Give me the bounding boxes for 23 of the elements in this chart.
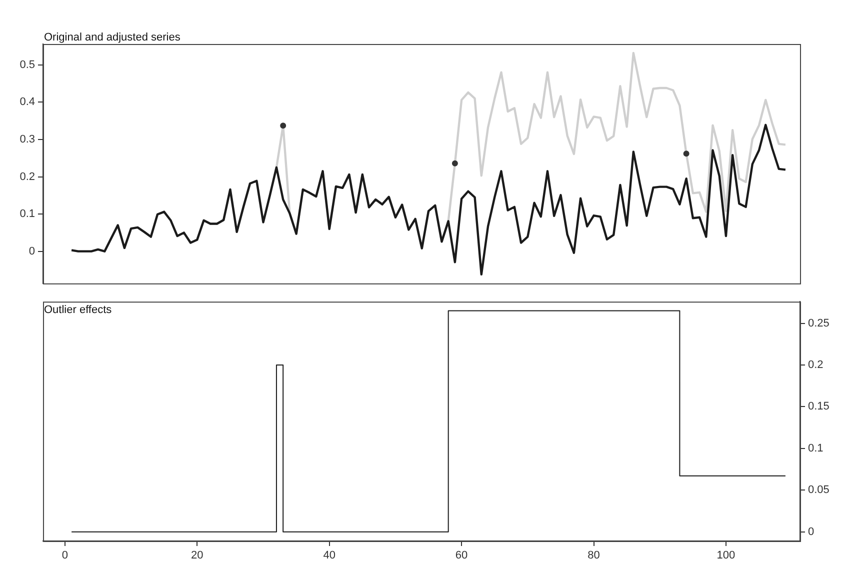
point bbox=[280, 122, 286, 129]
y-tick-label: 0.4 bbox=[20, 96, 35, 108]
point bbox=[683, 150, 690, 157]
y2-tick-label: 0.2 bbox=[808, 359, 824, 372]
y2-tick-label: 0.05 bbox=[808, 484, 830, 496]
chart-title: Original and adjusted series bbox=[44, 32, 181, 44]
y-tick-label: 0.1 bbox=[20, 208, 35, 220]
x-tick-label: 20 bbox=[191, 550, 204, 562]
x-tick-label: 80 bbox=[588, 550, 600, 562]
y-tick-label: 0.2 bbox=[20, 170, 35, 183]
y-tick-label: 0.3 bbox=[20, 133, 35, 146]
y2-tick-label: 0.15 bbox=[808, 400, 830, 413]
x-tick-label: 60 bbox=[455, 550, 468, 562]
y2-tick-label: 0.1 bbox=[808, 442, 824, 454]
y2-tick-label: 0 bbox=[808, 526, 814, 538]
y-tick-label: 0.5 bbox=[20, 58, 35, 71]
x-tick-label: 40 bbox=[323, 550, 336, 562]
chart-title: Outlier effects bbox=[44, 304, 112, 316]
x-tick-label: 0 bbox=[62, 550, 68, 562]
y-tick-label: 0 bbox=[28, 245, 35, 258]
y2-tick-label: 0.25 bbox=[808, 317, 830, 330]
point bbox=[452, 160, 458, 166]
x-tick-label: 100 bbox=[716, 550, 736, 562]
